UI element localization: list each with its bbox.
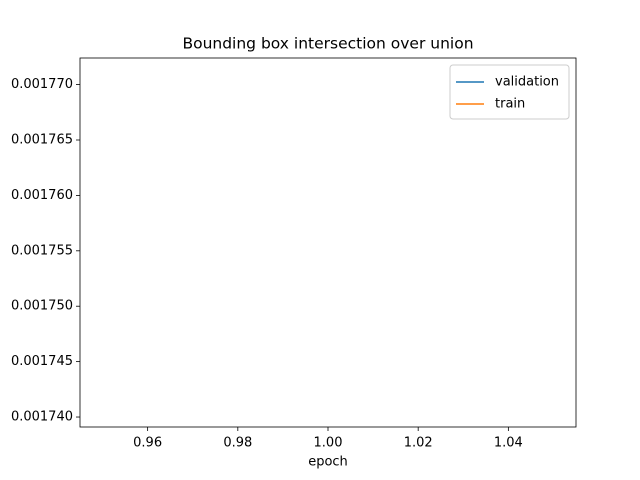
y-tick-label: 0.001760 xyxy=(11,188,73,203)
x-tick-label: 0.98 xyxy=(223,436,252,451)
y-tick-label: 0.001745 xyxy=(11,354,73,369)
x-tick-label: 0.96 xyxy=(133,436,162,451)
x-tick-label: 1.02 xyxy=(404,436,433,451)
y-tick-label: 0.001765 xyxy=(11,133,73,148)
x-tick-label: 1.00 xyxy=(314,436,343,451)
y-tick-label: 0.001740 xyxy=(11,410,73,425)
y-tick-label: 0.001750 xyxy=(11,299,73,314)
x-tick-label: 1.04 xyxy=(494,436,523,451)
y-tick-label: 0.001770 xyxy=(11,77,73,92)
plot-frame xyxy=(79,57,577,428)
legend-box xyxy=(449,64,570,120)
y-tick-label: 0.001755 xyxy=(11,243,73,258)
x-axis-label: epoch xyxy=(308,455,348,470)
legend-label: train xyxy=(495,97,525,112)
legend-label: validation xyxy=(495,75,559,90)
chart-title: Bounding box intersection over union xyxy=(182,35,473,53)
